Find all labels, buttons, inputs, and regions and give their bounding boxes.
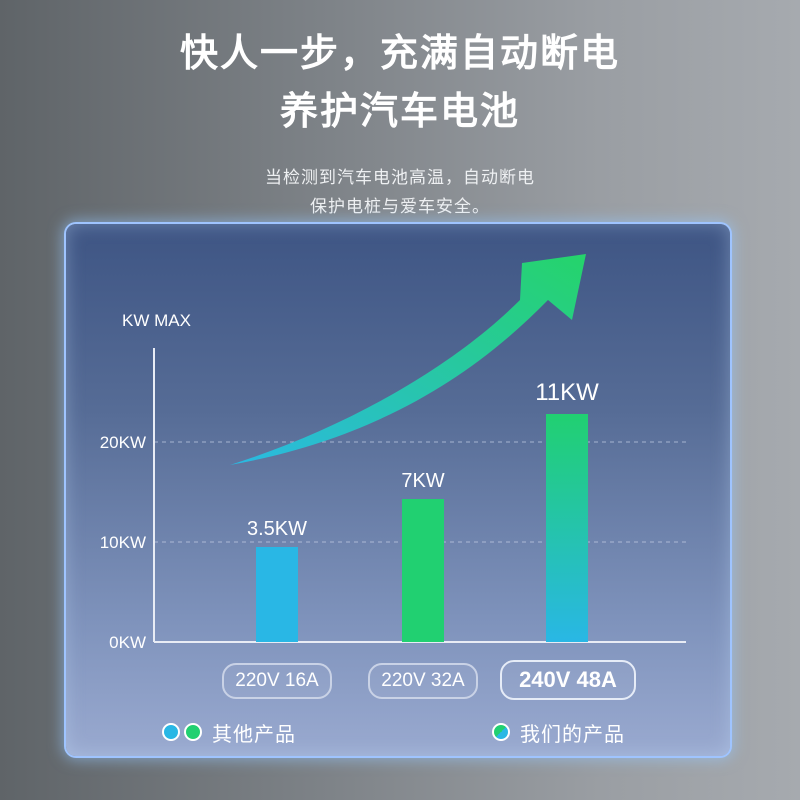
half-dot-icon [492,723,510,741]
category-label-220v-32a: 220V 32A [368,663,478,699]
category-label-220v-16a: 220V 16A [222,663,332,699]
data-label-2: 7KW [401,470,444,492]
data-labels: 3.5KW 7KW 11KW [247,379,599,540]
headline-line-1: 快人一步，充满自动断电 [179,31,620,75]
bars [256,414,588,642]
bar-1 [256,547,298,642]
y-tick-label: 20KW [100,433,146,452]
data-label-3: 11KW [535,379,599,406]
subtext-line-1: 当检测到汽车电池高温，自动断电 [265,168,535,188]
y-tick-label: 10KW [100,533,146,552]
bar-2 [402,499,444,642]
blue-dot-icon [162,723,180,741]
legend-label-other: 其他产品 [212,721,296,746]
y-axis-title: KW MAX [122,311,191,330]
chart-panel [66,224,730,756]
subtext-line-2: 保护电桩与爱车安全。 [310,197,490,217]
growth-arrow [230,254,586,465]
category-label-240v-48a: 240V 48A [500,660,636,700]
legend-our-products: 我们的产品 [492,718,625,746]
bar-3 [546,414,588,642]
legend-other-products: 其他产品 [162,718,296,746]
y-tick-label: 0KW [109,633,146,652]
y-tick-labels: 0KW 10KW 20KW [100,433,146,652]
data-label-1: 3.5KW [247,518,307,540]
headline-line-2: 养护汽车电池 [279,89,520,133]
green-dot-icon [184,723,202,741]
legend-label-ours: 我们的产品 [520,721,625,746]
